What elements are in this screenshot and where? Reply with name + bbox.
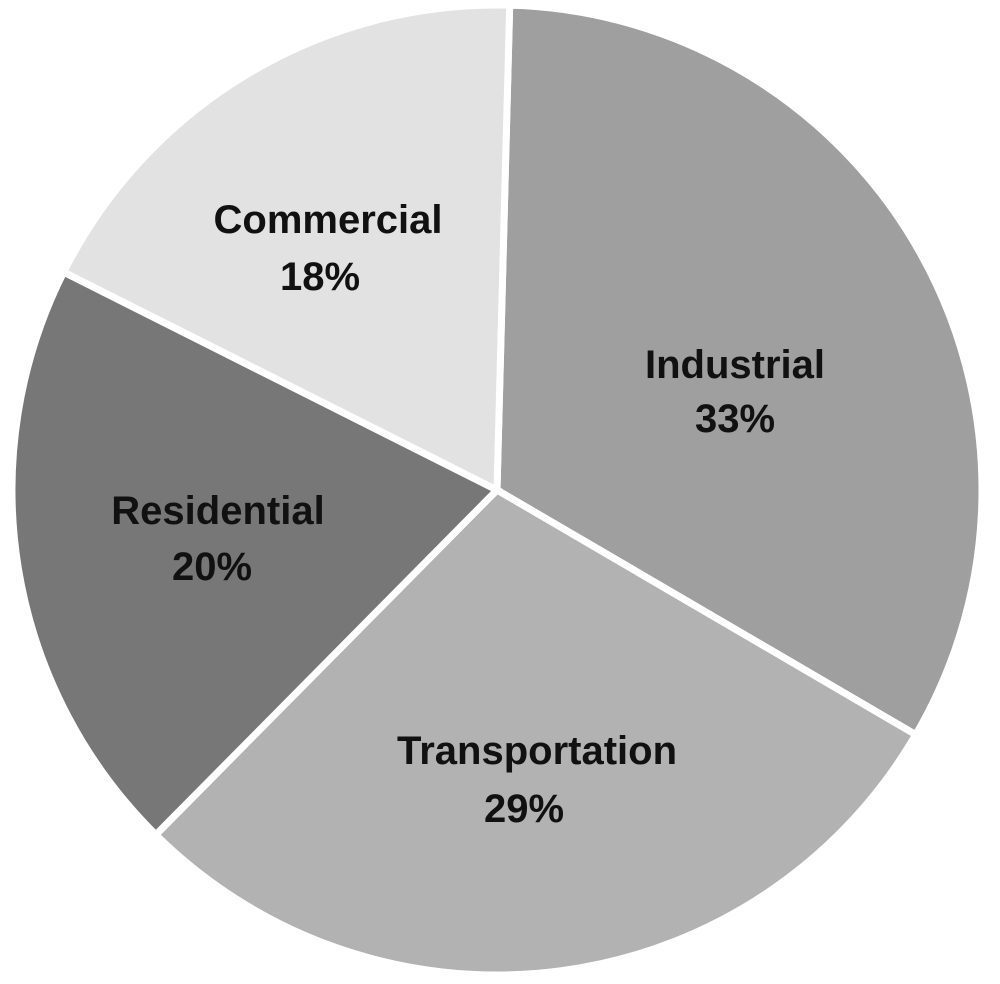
slice-label-residential: Residential (111, 489, 324, 533)
pie-labels: Industrial 33% Transportation 29% Reside… (111, 198, 825, 831)
slice-label-commercial: Commercial (214, 198, 443, 242)
pie-slice-transportation (150, 485, 921, 979)
slice-value-industrial: 33% (695, 397, 775, 441)
pie-slices (8, 1, 986, 979)
slice-value-commercial: 18% (280, 255, 360, 299)
pie-slice-residential (8, 267, 503, 840)
slice-label-industrial: Industrial (645, 343, 825, 387)
pie-slice-industrial (493, 1, 986, 740)
slice-value-residential: 20% (172, 545, 252, 589)
pie-slice-commercial (59, 1, 514, 496)
slice-value-transportation: 29% (484, 787, 564, 831)
slice-label-transportation: Transportation (397, 729, 677, 773)
